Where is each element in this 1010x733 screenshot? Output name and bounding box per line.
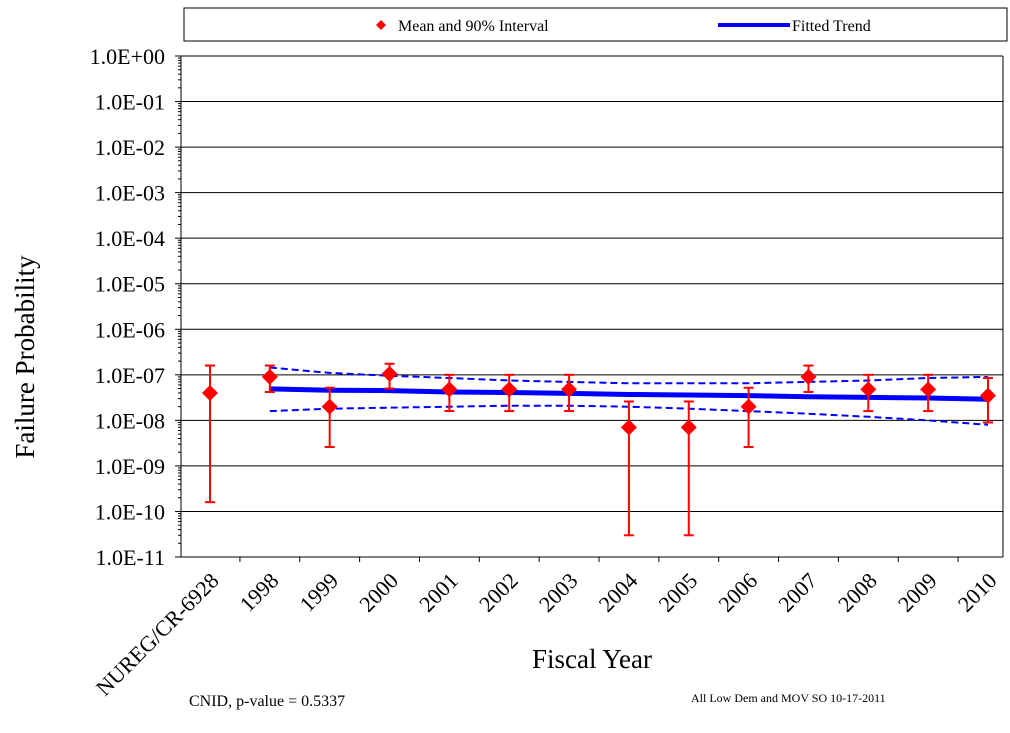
x-tick-label: 2007 <box>773 568 822 617</box>
mean-marker <box>261 368 278 385</box>
y-tick-label: 1.0E-11 <box>96 545 165 570</box>
y-tick-label: 1.0E-05 <box>95 272 165 297</box>
legend-trend-label: Fitted Trend <box>792 18 871 35</box>
legend-box <box>183 7 1008 42</box>
mean-interval-points <box>202 362 996 537</box>
y-axis-title: Failure Probability <box>10 255 40 459</box>
y-tick-label: 1.0E-03 <box>95 181 165 206</box>
trend-upper-bound <box>269 366 989 385</box>
mean-marker <box>980 387 996 404</box>
x-tick-label: 2006 <box>713 568 762 617</box>
mean-marker <box>561 381 578 398</box>
x-tick-label: 2000 <box>354 568 403 617</box>
trend-line <box>269 386 989 402</box>
x-tick-label: 2009 <box>893 568 942 617</box>
x-tick-label: 2005 <box>654 568 703 617</box>
y-tick-label: 1.0E-10 <box>95 499 165 524</box>
x-tick-label: 2001 <box>414 568 463 617</box>
mean-marker <box>800 368 817 385</box>
x-tick-label: 2010 <box>953 568 1002 617</box>
y-tick-label: 1.0E-06 <box>95 317 165 342</box>
y-tick-label: 1.0E-01 <box>95 90 165 115</box>
x-tick-label: NUREG/CR-6928 <box>91 568 224 701</box>
y-tick-label: 1.0E+00 <box>90 44 165 69</box>
x-tick-label: 2003 <box>534 568 583 617</box>
y-tick-label: 1.0E-09 <box>95 454 165 479</box>
fitted-trend <box>269 386 989 402</box>
y-tick-labels: 1.0E+00 1.0E-01 1.0E-02 1.0E-03 1.0E-04 1.0E-… <box>90 44 165 570</box>
legend: Mean and 90% Interval Fitted Trend <box>183 7 1008 42</box>
gridlines <box>175 55 1004 562</box>
mean-marker <box>441 381 458 398</box>
mean-marker <box>620 419 637 436</box>
mean-marker <box>860 381 877 398</box>
x-tick-labels: NUREG/CR-6928 1998 1999 2000 2001 2002 2003 200… <box>91 568 1002 701</box>
mean-marker <box>920 381 937 398</box>
trend-lower-bound <box>269 404 989 426</box>
x-tick-label: 1999 <box>294 568 343 617</box>
y-tick-label: 1.0E-02 <box>95 135 165 160</box>
y-tick-label: 1.0E-08 <box>95 408 165 433</box>
mean-marker <box>381 365 398 382</box>
legend-mean-label: Mean and 90% Interval <box>398 18 549 35</box>
footnote-right: All Low Dem and MOV SO 10-17-2011 <box>691 691 886 705</box>
footnote-left: CNID, p-value = 0.5337 <box>189 693 345 710</box>
x-tick-label: 1998 <box>235 568 284 617</box>
x-axis-title: Fiscal Year <box>532 644 652 674</box>
mean-marker <box>202 384 218 401</box>
x-tick-label: 2002 <box>474 568 523 617</box>
y-tick-label: 1.0E-07 <box>95 363 165 388</box>
mean-marker <box>321 398 338 415</box>
mean-marker <box>501 381 518 398</box>
x-tick-label: 2004 <box>594 568 643 617</box>
mean-marker <box>740 398 757 415</box>
legend-mean-marker <box>376 20 386 30</box>
y-tick-label: 1.0E-04 <box>95 226 165 251</box>
x-tick-label: 2008 <box>833 568 882 617</box>
mean-marker <box>680 419 697 436</box>
